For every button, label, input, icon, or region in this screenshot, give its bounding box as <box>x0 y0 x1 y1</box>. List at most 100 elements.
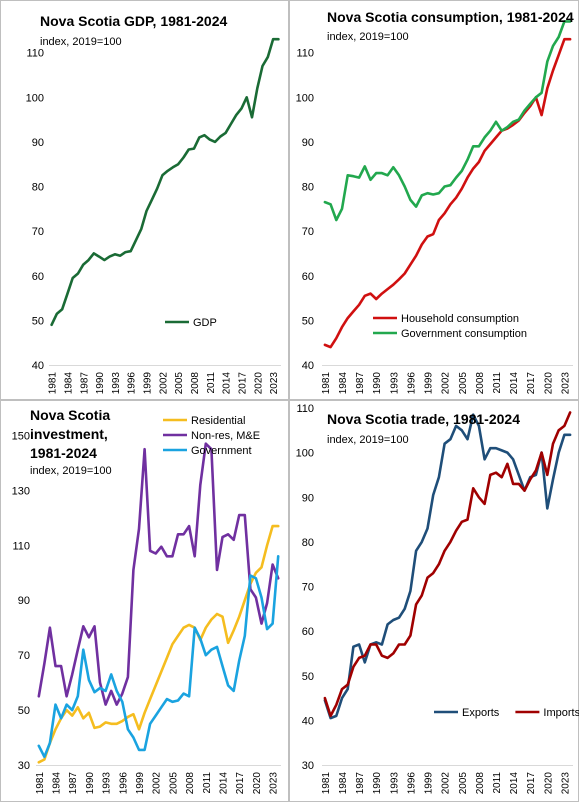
x-tick-label: 1990 <box>372 772 383 795</box>
x-tick-label: 2014 <box>219 772 230 795</box>
x-tick-label: 1984 <box>63 372 74 395</box>
y-tick-label: 80 <box>302 537 314 549</box>
x-tick-label: 1993 <box>111 372 122 395</box>
y-tick-label: 40 <box>32 360 44 372</box>
y-tick-label: 110 <box>12 540 30 552</box>
chart-title: Nova Scotia trade, 1981-2024 <box>327 411 520 427</box>
x-tick-label: 2011 <box>492 772 503 794</box>
y-tick-label: 60 <box>302 626 314 638</box>
x-tick-label: 2023 <box>269 372 280 395</box>
y-tick-label: 50 <box>18 705 30 717</box>
x-tick-label: 2008 <box>190 372 201 395</box>
legend: GDP <box>165 317 217 329</box>
chart-subtitle: index, 2019=100 <box>327 434 409 446</box>
y-tick-label: 90 <box>302 492 314 504</box>
y-tick-label: 30 <box>302 760 314 772</box>
chart-panel-3: 30 50 70 90 110 130 150 1981 1984 1987 1990 1993 199… <box>0 400 289 802</box>
x-tick-label: 2008 <box>475 372 486 395</box>
x-tick-label: 2020 <box>253 372 264 395</box>
chart-title-line: 1981-2024 <box>30 445 97 461</box>
y-tick-label: 150 <box>12 430 30 442</box>
x-tick-label: 1990 <box>372 372 383 395</box>
x-tick-label: 2017 <box>235 772 246 795</box>
x-tick-label: 1993 <box>389 772 400 795</box>
y-tick-label: 90 <box>302 137 314 149</box>
panel-frame <box>289 400 579 802</box>
y-tick-label: 70 <box>32 226 44 238</box>
chart-subtitle: index, 2019=100 <box>327 31 409 43</box>
x-tick-label: 2011 <box>206 372 217 394</box>
y-tick-label: 50 <box>32 315 44 327</box>
y-tick-label: 40 <box>302 360 314 372</box>
x-tick-label: 1981 <box>321 772 332 795</box>
x-tick-label: 2011 <box>492 372 503 394</box>
x-tick-label: 1999 <box>424 372 435 395</box>
chart-subtitle: index, 2019=100 <box>40 36 122 48</box>
series-line-household-consumption <box>323 37 572 349</box>
y-tick-label: 90 <box>18 595 30 607</box>
x-tick-label: 2017 <box>526 772 537 795</box>
x-tick-label: 1993 <box>389 372 400 395</box>
x-tick-label: 1999 <box>143 372 154 395</box>
legend-label: Non-res, M&E <box>191 430 260 442</box>
y-tick-label: 50 <box>302 671 314 683</box>
chart-panel-4: 30 40 50 60 70 80 90 100 110 1981 1984 1987 1990 1993… <box>289 400 579 802</box>
chart-title: Nova Scotia consumption, 1981-2024 <box>327 9 574 25</box>
x-tick-label: 2023 <box>560 372 571 395</box>
y-tick-label: 70 <box>18 650 30 662</box>
x-tick-label: 2017 <box>237 372 248 395</box>
x-tick-label: 2014 <box>222 372 233 395</box>
x-tick-label: 2002 <box>441 772 452 795</box>
y-tick-label: 70 <box>302 582 314 594</box>
x-tick-label: 2014 <box>509 772 520 795</box>
series-line-residential <box>37 524 280 764</box>
x-tick-label: 2005 <box>458 772 469 795</box>
legend-label: Government <box>191 445 252 457</box>
y-tick-label: 100 <box>296 448 314 460</box>
legend: Household consumption Government consumpt… <box>373 313 527 340</box>
x-tick-label: 1996 <box>406 772 417 795</box>
x-tick-label: 2002 <box>441 372 452 395</box>
y-tick-label: 100 <box>26 92 44 104</box>
x-tick-label: 2023 <box>269 772 280 795</box>
x-tick-label: 1990 <box>85 772 96 795</box>
chart-title: Nova Scotia GDP, 1981-2024 <box>40 13 228 29</box>
y-tick-label: 90 <box>32 137 44 149</box>
y-tick-label: 70 <box>302 226 314 238</box>
x-tick-label: 2011 <box>202 772 213 794</box>
legend-label: GDP <box>193 317 217 329</box>
x-tick-label: 1981 <box>321 372 332 395</box>
x-tick-label: 1999 <box>135 772 146 795</box>
chart-panel-2: 40 50 60 70 80 90 100 110 1981 1984 1987 1990 1993 19… <box>289 0 579 400</box>
legend-label: Residential <box>191 415 245 427</box>
x-tick-label: 2023 <box>560 772 571 795</box>
series-line-non-res-m-e <box>37 442 280 706</box>
chart-title-line: investment, <box>30 426 108 442</box>
y-tick-label: 110 <box>26 48 44 60</box>
chart-subtitle: index, 2019=100 <box>30 465 112 477</box>
panel-frame <box>0 0 289 400</box>
series-line-government-consumption <box>323 20 572 222</box>
x-tick-label: 1999 <box>424 772 435 795</box>
x-tick-label: 1984 <box>338 372 349 395</box>
x-tick-label: 1987 <box>79 372 90 395</box>
chart-title-line: Nova Scotia <box>30 407 110 423</box>
x-tick-label: 2002 <box>158 372 169 395</box>
series-line-imports <box>323 411 572 718</box>
y-tick-label: 30 <box>18 760 30 772</box>
chart-panel-1: 40 50 60 70 80 90 100 110 1981 1984 1987 1990 1993 19… <box>0 0 289 400</box>
y-tick-label: 110 <box>296 403 314 415</box>
x-tick-label: 2020 <box>543 772 554 795</box>
x-tick-label: 2020 <box>543 372 554 395</box>
x-tick-label: 2005 <box>458 372 469 395</box>
x-tick-label: 1987 <box>355 372 366 395</box>
x-tick-label: 1987 <box>68 772 79 795</box>
x-tick-label: 1981 <box>48 372 59 395</box>
x-tick-label: 1996 <box>118 772 129 795</box>
x-tick-label: 1993 <box>102 772 113 795</box>
y-tick-label: 60 <box>32 271 44 283</box>
y-tick-label: 100 <box>296 92 314 104</box>
legend-label: Government consumption <box>401 328 527 340</box>
